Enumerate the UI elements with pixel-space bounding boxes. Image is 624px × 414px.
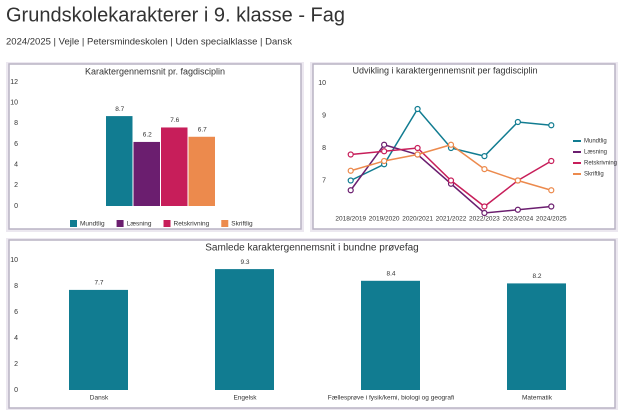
point (347, 187, 354, 194)
point (548, 157, 555, 165)
y-tick-label: 4 (14, 335, 18, 342)
point (447, 141, 455, 148)
point (548, 187, 555, 194)
y-tick-label: 7 (322, 177, 326, 184)
point (347, 151, 354, 158)
point (414, 105, 421, 113)
legend-label: Retskrivning (174, 221, 210, 228)
point (381, 141, 388, 148)
y-tick-label: 6 (14, 141, 18, 148)
y-tick-label: 0 (14, 203, 18, 210)
point (481, 166, 488, 173)
bar (106, 116, 133, 206)
bar (215, 269, 274, 390)
value-label: 8.4 (386, 271, 395, 278)
legend-label: Skriftlig (231, 221, 253, 228)
point (548, 122, 555, 129)
chart-title: Karaktergennemsnit pr. fagdisciplin (85, 66, 225, 76)
y-tick-label: 10 (318, 80, 326, 87)
x-tick-label: 2022/2023 (469, 216, 500, 223)
point (347, 177, 354, 184)
legend-label: Retskrivning (584, 161, 617, 167)
bar (69, 289, 128, 390)
bar (507, 283, 566, 390)
x-tick-label: 2023/2024 (502, 216, 533, 223)
value-label: 6.2 (143, 132, 152, 139)
y-tick-label: 4 (14, 162, 18, 169)
x-tick-label: 2018/2019 (335, 216, 366, 223)
point (481, 153, 488, 160)
legend-swatch (116, 220, 124, 227)
y-tick-label: 6 (14, 309, 18, 316)
value-label: 6.7 (198, 126, 207, 133)
y-tick-label: 10 (10, 100, 18, 107)
value-label: 7.7 (94, 280, 103, 287)
y-tick-label: 9 (322, 112, 326, 119)
bar (133, 141, 160, 206)
point (514, 118, 521, 126)
point (514, 206, 521, 213)
y-tick-label: 2 (14, 361, 18, 368)
point (414, 151, 421, 158)
legend-swatch (163, 220, 171, 227)
legend-label: Skriftlig (584, 172, 604, 178)
y-tick-label: 10 (10, 257, 18, 264)
page-subtitle: 2024/2025 | Vejle | Petersmindeskolen | … (6, 37, 292, 48)
x-tick-label: 2021/2022 (436, 216, 467, 223)
legend-swatch (221, 220, 229, 227)
point (481, 203, 488, 210)
legend-label: Mundtlig (584, 139, 607, 145)
value-label: 9.3 (240, 259, 249, 266)
value-label: 8.7 (115, 106, 124, 113)
x-tick-label: Fællesprøve i fysik/kemi, biologi og geo… (328, 395, 454, 402)
x-tick-label: Dansk (90, 395, 109, 402)
legend-label: Læsning (584, 150, 607, 156)
panel (312, 63, 616, 230)
point (447, 177, 455, 184)
legend-label: Mundtlig (80, 221, 105, 228)
point (381, 157, 388, 165)
point (414, 144, 421, 152)
legend-label: Læsning (127, 221, 152, 228)
x-tick-label: 2020/2021 (402, 216, 433, 223)
chart-title: Udvikling i karaktergennemsnit per fagdi… (352, 65, 537, 75)
value-label: 8.2 (532, 273, 541, 280)
bar (161, 127, 188, 206)
page-title: Grundskolekarakterer i 9. klasse - Fag (6, 4, 345, 26)
y-tick-label: 8 (14, 120, 18, 127)
y-tick-label: 0 (14, 387, 18, 394)
y-tick-label: 12 (10, 79, 18, 86)
legend-swatch (70, 220, 77, 227)
bar (188, 136, 215, 206)
y-tick-label: 2 (14, 182, 18, 189)
x-tick-label: 2024/2025 (536, 216, 567, 223)
x-tick-label: 2019/2020 (369, 216, 400, 223)
point (548, 203, 555, 210)
point (381, 148, 388, 155)
point (481, 209, 488, 217)
point (347, 167, 354, 174)
x-tick-label: Engelsk (233, 395, 257, 402)
y-tick-label: 8 (14, 283, 18, 290)
x-tick-label: Matematik (522, 395, 553, 402)
chart-title: Samlede karaktergennemsnit i bundne prøv… (205, 243, 418, 254)
y-tick-label: 8 (322, 145, 326, 152)
point (514, 177, 521, 184)
value-label: 7.6 (170, 117, 179, 124)
bar (361, 280, 420, 390)
